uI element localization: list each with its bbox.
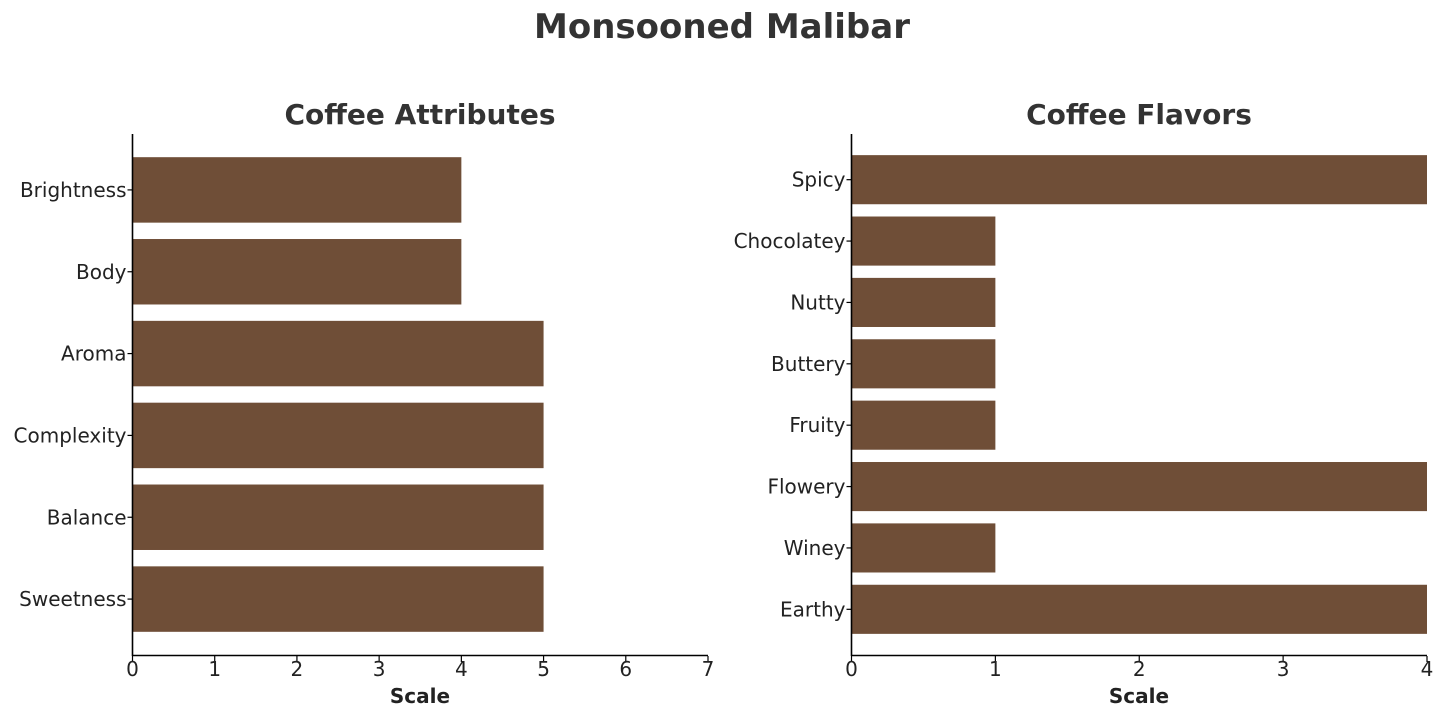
flavors-x-tick-label: 1 — [989, 657, 1002, 681]
attributes-x-tick-label: 7 — [702, 657, 715, 681]
flavors-x-ticks: 0 1 2 3 4 — [845, 656, 1433, 681]
attributes-y-tick-label: Balance — [47, 505, 127, 529]
flavors-y-tick-label: Buttery — [771, 352, 846, 376]
attributes-x-axis-label: Scale — [390, 684, 450, 708]
flavors-x-tick-label: 0 — [845, 657, 858, 681]
attributes-x-tick-label: 5 — [537, 657, 550, 681]
attributes-x-tick-label: 6 — [619, 657, 632, 681]
flavors-bar — [851, 400, 996, 450]
attributes-y-tick-label: Sweetness — [19, 587, 126, 611]
attributes-x-tick-label: 1 — [208, 657, 221, 681]
attributes-bar — [132, 157, 462, 223]
attributes-panel: Coffee Attributes Brightness Body Aroma Com… — [14, 98, 715, 708]
flavors-chart-title: Coffee Flavors — [1026, 98, 1252, 131]
flavors-y-tick-label: Nutty — [790, 290, 845, 314]
flavors-bar — [851, 462, 1427, 512]
flavors-y-tick-label: Flowery — [767, 475, 845, 499]
attributes-x-tick-label: 3 — [373, 657, 386, 681]
flavors-bar — [851, 277, 996, 327]
flavors-bar — [851, 155, 1427, 205]
flavors-x-tick-label: 3 — [1277, 657, 1290, 681]
flavors-x-tick-label: 4 — [1421, 657, 1434, 681]
flavors-y-tick-label: Chocolatey — [734, 229, 846, 253]
flavors-y-tick-label: Spicy — [792, 168, 846, 192]
attributes-bar — [132, 320, 544, 387]
flavors-x-tick-label: 2 — [1133, 657, 1146, 681]
flavors-x-axis-label: Scale — [1109, 684, 1169, 708]
flavors-panel: Coffee Flavors Spicy Chocolatey Nutty Butte… — [734, 98, 1434, 708]
flavors-y-tick-label: Winey — [784, 536, 846, 560]
flavors-y-ticks: Spicy Chocolatey Nutty Buttery Fruity Flowery… — [734, 168, 852, 621]
attributes-y-tick-label: Aroma — [61, 342, 126, 366]
flavors-y-tick-label: Earthy — [780, 597, 846, 621]
attributes-y-ticks: Brightness Body Aroma Complexity Balance Swee… — [14, 178, 133, 611]
figure-title: Monsooned Malibar — [534, 7, 910, 47]
flavors-bars — [851, 155, 1427, 634]
attributes-x-tick-label: 4 — [455, 657, 468, 681]
flavors-bar — [851, 584, 1427, 634]
attributes-y-tick-label: Complexity — [14, 423, 127, 447]
attributes-x-tick-label: 2 — [291, 657, 304, 681]
attributes-bar — [132, 484, 544, 550]
attributes-bar — [132, 239, 462, 305]
attributes-bar — [132, 566, 544, 632]
flavors-bar — [851, 216, 996, 266]
attributes-x-tick-label: 0 — [126, 657, 139, 681]
attributes-bar — [132, 402, 544, 469]
flavors-bar — [851, 339, 996, 389]
attributes-y-tick-label: Brightness — [20, 178, 127, 202]
flavors-bar — [851, 523, 996, 573]
attributes-chart-title: Coffee Attributes — [284, 98, 555, 131]
flavors-y-tick-label: Fruity — [789, 413, 845, 437]
attributes-x-ticks: 0 1 2 3 4 5 6 7 — [126, 656, 714, 681]
attributes-bars — [132, 157, 544, 632]
attributes-y-tick-label: Body — [76, 260, 127, 284]
